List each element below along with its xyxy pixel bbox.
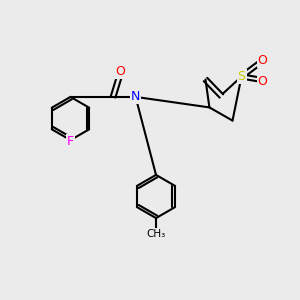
Text: N: N xyxy=(131,90,140,104)
Text: CH₃: CH₃ xyxy=(146,229,166,239)
Text: O: O xyxy=(115,65,124,78)
Text: O: O xyxy=(258,54,267,67)
Text: S: S xyxy=(238,70,245,83)
Text: F: F xyxy=(67,135,74,148)
Text: O: O xyxy=(258,75,267,88)
